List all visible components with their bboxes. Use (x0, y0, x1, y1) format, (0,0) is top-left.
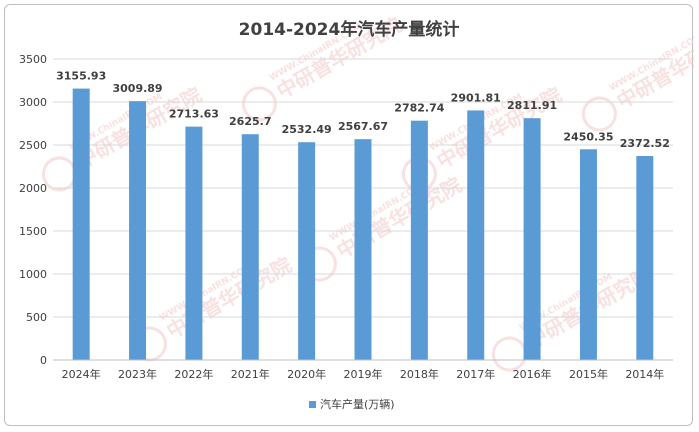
data-label: 2713.63 (169, 108, 219, 121)
data-label: 2811.91 (507, 99, 557, 112)
x-tick-label: 2023年 (118, 367, 157, 381)
y-tick-label: 500 (26, 311, 47, 324)
data-label: 3009.89 (112, 82, 162, 95)
data-label: 2532.49 (282, 123, 332, 136)
x-tick-label: 2019年 (344, 367, 383, 381)
data-label: 2450.35 (563, 130, 613, 143)
y-tick-label: 3500 (19, 53, 47, 66)
x-tick-label: 2014年 (625, 367, 664, 381)
y-axis: 0 500 1000 1500 2000 2500 3000 3500 (19, 53, 47, 367)
watermark-text: 中研普华研究院 (332, 173, 465, 264)
bar (354, 139, 372, 360)
x-axis: 2024年 2023年 2022年 2021年 2020年 2019年 2018年 2017年… (53, 359, 673, 381)
y-tick-label: 2500 (19, 139, 47, 152)
legend-label: 汽车产量(万辆) (320, 397, 395, 411)
data-label: 2782.74 (394, 102, 444, 115)
bar (467, 110, 485, 361)
y-tick-label: 3000 (19, 96, 47, 109)
legend-swatch (309, 401, 316, 408)
x-tick-label: 2020年 (287, 367, 326, 381)
x-tick-label: 2017年 (456, 367, 495, 381)
x-tick-label: 2015年 (569, 367, 608, 381)
bar-chart: 中研普华研究院WWW.ChinaIRN.COM中研普华研究院WWW.ChinaI… (19, 13, 694, 411)
y-tick-label: 2000 (19, 182, 47, 195)
bar (72, 88, 90, 360)
bar (298, 142, 316, 360)
x-tick-label: 2018年 (400, 367, 439, 381)
x-tick-label: 2021年 (231, 367, 270, 381)
watermark-logo-icon (241, 86, 277, 122)
y-tick-label: 0 (40, 354, 47, 367)
watermark-logo-icon (491, 336, 527, 372)
bar (636, 155, 654, 360)
data-labels: 3155.93 3009.89 2713.63 2625.7 2532.49 2567.6… (56, 70, 670, 150)
data-label: 2372.52 (620, 137, 670, 150)
bar-series (72, 88, 654, 361)
bar (185, 126, 203, 360)
legend: 汽车产量(万辆) (309, 397, 395, 411)
bar (410, 120, 428, 360)
chart-frame: 中研普华研究院WWW.ChinaIRN.COM中研普华研究院WWW.ChinaI… (4, 4, 694, 426)
data-label: 3155.93 (56, 70, 106, 83)
x-tick-label: 2016年 (513, 367, 552, 381)
watermark-text: 中研普华研究院 (162, 253, 295, 344)
data-label: 2901.81 (451, 91, 501, 104)
data-label: 2625.7 (229, 115, 271, 128)
watermark-logo-icon (581, 96, 617, 132)
x-tick-label: 2024年 (62, 367, 101, 381)
x-tick-label: 2022年 (174, 367, 213, 381)
bar (241, 134, 259, 360)
bar (129, 101, 147, 360)
chart-title: 2014-2024年汽车产量统计 (239, 19, 460, 40)
bar (523, 118, 541, 360)
y-tick-label: 1000 (19, 268, 47, 281)
bar (579, 149, 597, 360)
y-tick-label: 1500 (19, 225, 47, 238)
data-label: 2567.67 (338, 120, 388, 133)
